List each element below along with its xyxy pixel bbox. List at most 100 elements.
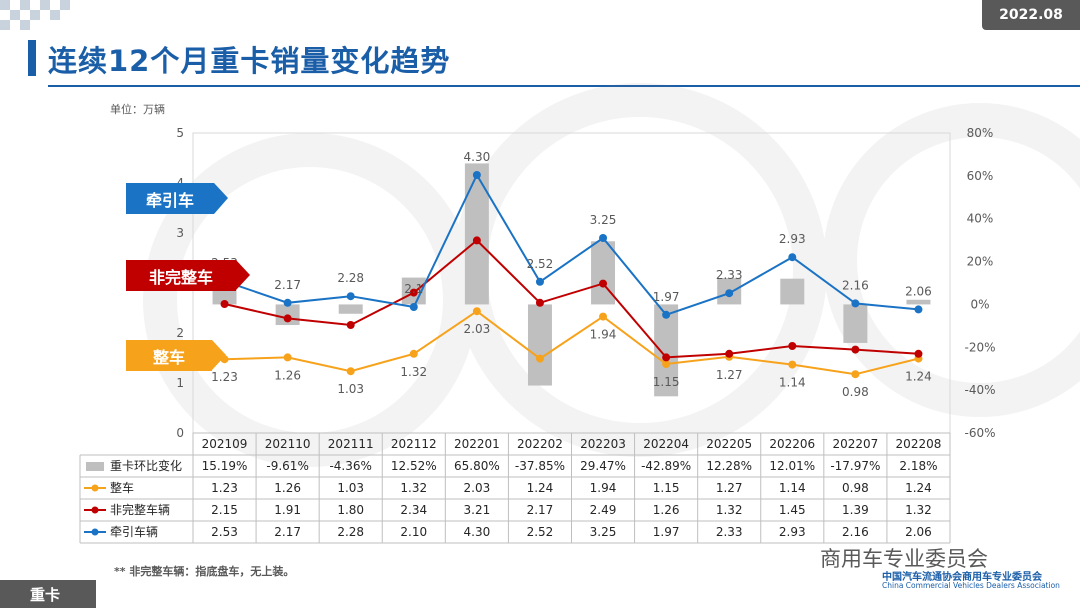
table-cell: 15.19% xyxy=(202,459,248,473)
table-cell: 1.80 xyxy=(337,503,364,517)
right-tick-label: 60% xyxy=(967,169,994,183)
series-line xyxy=(224,239,919,359)
table-category: 202109 xyxy=(202,437,248,451)
table-cell: -9.61% xyxy=(266,459,308,473)
table-cell: 2.93 xyxy=(779,525,806,539)
table-category: 202202 xyxy=(517,437,563,451)
table-cell: 1.45 xyxy=(779,503,806,517)
table-cell: 1.24 xyxy=(905,481,932,495)
bar-mom-change xyxy=(906,299,931,305)
table-cell: 2.34 xyxy=(400,503,427,517)
table-category: 202203 xyxy=(580,437,626,451)
series-point xyxy=(662,310,671,319)
bar-mom-change xyxy=(654,304,679,397)
bar-mom-change xyxy=(843,304,868,343)
series-point xyxy=(725,289,734,298)
tractor-point-label: 2.06 xyxy=(905,284,932,298)
complete-point-label: 1.26 xyxy=(274,368,301,382)
series-point xyxy=(599,234,608,242)
right-tick-label: -40% xyxy=(964,383,995,397)
series-point xyxy=(914,305,923,314)
table-series-name: 整车 xyxy=(110,480,134,495)
table-cell: 4.30 xyxy=(464,525,491,539)
complete-point-label: 1.24 xyxy=(905,370,932,384)
table-cell: 2.33 xyxy=(716,525,743,539)
legend-key-dot xyxy=(91,484,99,492)
legend-key-dot xyxy=(91,528,99,536)
tractor-point-label: 2.93 xyxy=(779,232,806,246)
table-category: 202110 xyxy=(265,437,311,451)
table-cell: 12.01% xyxy=(769,459,815,473)
series-point xyxy=(599,312,608,321)
table-category: 202208 xyxy=(896,437,942,451)
footnote: ** 非完整车辆：指底盘车，无上装。 xyxy=(114,565,295,578)
tractor-point-label: 2.17 xyxy=(274,278,301,292)
table-cell: 1.94 xyxy=(590,481,617,495)
series-point xyxy=(535,298,544,307)
table-category: 202207 xyxy=(832,437,878,451)
series-point xyxy=(283,298,292,307)
complete-point-label: 1.14 xyxy=(779,376,806,390)
complete-point-label: 1.94 xyxy=(590,328,617,342)
corner-pattern xyxy=(0,0,70,30)
table-cell: 1.24 xyxy=(527,481,554,495)
complete-point-label: 0.98 xyxy=(842,385,869,399)
table-cell: 1.26 xyxy=(653,503,680,517)
table-category: 202205 xyxy=(706,437,752,451)
series-point xyxy=(535,277,544,286)
bar-mom-change xyxy=(338,304,363,314)
table-cell: 2.16 xyxy=(842,525,869,539)
title-accent-bar xyxy=(28,40,36,76)
table-cell: 1.14 xyxy=(779,481,806,495)
page-title: 连续12个月重卡销量变化趋势 xyxy=(48,44,451,78)
table-cell: 2.53 xyxy=(211,525,238,539)
table-cell: 1.26 xyxy=(274,481,301,495)
series-point xyxy=(535,354,544,363)
table-cell: 12.28% xyxy=(706,459,752,473)
bar-mom-change xyxy=(780,278,805,305)
complete-point-label: 1.23 xyxy=(211,370,238,384)
footer-org-en: China Commercial Vehicles Dealers Associ… xyxy=(882,581,1060,590)
series-point xyxy=(788,253,797,262)
title-divider xyxy=(48,85,1080,87)
series-point xyxy=(346,292,355,301)
right-tick-label: 0% xyxy=(970,297,989,311)
table-cell: 2.17 xyxy=(274,525,301,539)
table-cell: 2.49 xyxy=(590,503,617,517)
table-cell: 2.52 xyxy=(527,525,554,539)
table-cell: 1.27 xyxy=(716,481,743,495)
series-point xyxy=(725,349,734,358)
left-tick-label: 0 xyxy=(176,426,184,440)
right-axis: -60% -40% -20% 0% 20% 40% 60% 80% xyxy=(964,126,995,440)
complete-point-label: 2.03 xyxy=(464,322,491,336)
series-point xyxy=(851,299,860,308)
table-cell: 0.98 xyxy=(842,481,869,495)
series-point xyxy=(662,360,671,368)
complete-point-label: 1.03 xyxy=(337,382,364,396)
series-point xyxy=(409,349,418,358)
table-category: 202112 xyxy=(391,437,437,451)
table-cell: 2.06 xyxy=(905,525,932,539)
series-point xyxy=(788,360,797,369)
right-tick-label: 20% xyxy=(967,255,994,269)
table-category: 202204 xyxy=(643,437,689,451)
callout-tractor: 牵引车 xyxy=(126,183,228,214)
table-cell: 12.52% xyxy=(391,459,437,473)
footer-section-tag: 重卡 xyxy=(0,580,96,608)
series-point xyxy=(472,307,481,316)
series-point xyxy=(346,321,355,329)
table-cell: 3.25 xyxy=(590,525,617,539)
series-point xyxy=(283,353,292,362)
table-cell: 1.23 xyxy=(211,481,238,495)
series-point xyxy=(409,303,418,311)
table-cell: 1.91 xyxy=(274,503,301,517)
tractor-point-label: 2.33 xyxy=(716,268,743,282)
table-cell: 2.15 xyxy=(211,503,238,517)
series-point xyxy=(472,171,481,179)
table-cell: -4.36% xyxy=(329,459,371,473)
unit-label: 单位：万辆 xyxy=(110,103,165,116)
left-tick-label: 3 xyxy=(176,226,184,240)
table-cell: 1.15 xyxy=(653,481,680,495)
table-cell: -17.97% xyxy=(830,459,880,473)
